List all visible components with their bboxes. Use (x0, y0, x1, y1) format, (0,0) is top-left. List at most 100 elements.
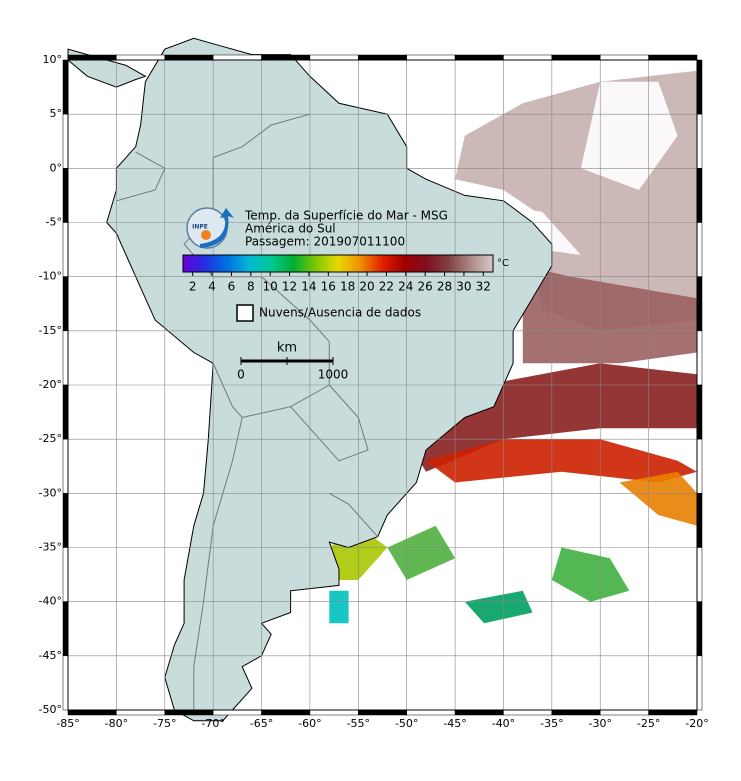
frame-segment (648, 709, 698, 716)
lon-label: -35° (540, 717, 563, 730)
frame-segment (696, 330, 703, 386)
frame-segment (62, 547, 69, 602)
lon-label: -75° (153, 717, 176, 730)
map-frame (62, 54, 703, 716)
colorbar-tick-label: 12 (282, 280, 297, 294)
frame-segment (62, 601, 69, 657)
border (290, 384, 369, 462)
overlay: 10° 5° 0° -5° -10° -15° -20° -25° -30° -35° -40° -4… (39, 53, 709, 730)
frame-segment (406, 54, 456, 61)
frame-segment (67, 54, 117, 61)
title-line: América do Sul (245, 222, 336, 236)
sst-patch (522, 265, 697, 364)
frame-segment (406, 709, 456, 716)
sst-patch (426, 439, 697, 483)
colorbar-tick-label: 2 (189, 280, 197, 294)
sst-patch (387, 525, 456, 580)
frame-segment (696, 113, 703, 169)
colorbar-tick-label: 10 (263, 280, 278, 294)
colorbar-tick-label: 14 (301, 280, 316, 294)
colorbar-tick-label: 6 (228, 280, 236, 294)
colorbar (182, 254, 494, 273)
scale-start: 0 (237, 368, 245, 382)
frame-segment (62, 222, 69, 277)
legend-label: Nuvens/Ausencia de dados (259, 306, 421, 320)
colorbar-tick-label: 20 (359, 280, 374, 294)
frame-segment (309, 709, 359, 716)
lon-label: -25° (637, 717, 660, 730)
lat-label: -10° (39, 270, 62, 283)
colorbar-tick-label: 30 (456, 280, 471, 294)
frame-segment (696, 168, 703, 223)
frame-segment (696, 655, 703, 711)
lon-label: -60° (298, 717, 321, 730)
border (329, 492, 379, 538)
colorbar-unit: °C (497, 258, 509, 269)
frame-segment (261, 54, 311, 61)
lon-label: -50° (395, 717, 418, 730)
colorbar-tick-label: 24 (398, 280, 413, 294)
frame-segment (164, 54, 214, 61)
frame-segment (551, 54, 601, 61)
frame-segment (62, 113, 69, 169)
title-line: Temp. da Superfície do Mar - MSG (244, 209, 448, 223)
colorbar-tick-label: 32 (476, 280, 491, 294)
frame-segment (116, 54, 166, 61)
frame-segment (116, 709, 166, 716)
title-line: Passagem: 201907011100 (245, 235, 405, 249)
lon-label: -20° (685, 717, 708, 730)
frame-segment (62, 276, 69, 332)
frame-segment (696, 438, 703, 494)
logo-dot (201, 230, 211, 240)
frame-segment (62, 384, 69, 440)
frame-segment (696, 384, 703, 440)
colorbar-tick-label: 4 (208, 280, 216, 294)
lat-label: -40° (39, 595, 62, 608)
frame-segment (599, 709, 649, 716)
scale-unit: km (277, 341, 297, 356)
frame-segment (696, 59, 703, 115)
frame-segment (454, 709, 504, 716)
lat-label: -30° (39, 486, 62, 499)
lat-label: 10° (43, 53, 63, 66)
frame-segment (62, 330, 69, 386)
colorbar-tick-label: 26 (418, 280, 433, 294)
lon-label: -85° (56, 717, 79, 730)
colorbar-tick-label: 28 (437, 280, 452, 294)
lon-label: -80° (105, 717, 128, 730)
lat-label: -15° (39, 324, 62, 337)
frame-segment (696, 547, 703, 602)
frame-segment (696, 222, 703, 277)
lat-label: 5° (50, 107, 63, 120)
logo-text: INPE (192, 224, 208, 231)
frame-segment (454, 54, 504, 61)
frame-segment (503, 54, 553, 61)
legend-swatch (236, 304, 254, 322)
frame-segment (62, 168, 69, 223)
lon-label: -55° (347, 717, 370, 730)
frame-segment (62, 438, 69, 494)
frame-segment (62, 493, 69, 548)
lon-label: -70° (201, 717, 224, 730)
frame-segment (261, 709, 311, 716)
frame-border (67, 59, 698, 711)
frame-segment (62, 59, 69, 115)
frame-segment (164, 709, 214, 716)
lat-label: -35° (39, 541, 62, 554)
lon-label: -65° (250, 717, 273, 730)
colorbar-tick-label: 16 (321, 280, 336, 294)
scale-end: 1000 (318, 368, 349, 382)
lon-label: -45° (443, 717, 466, 730)
frame-segment (358, 54, 407, 61)
colorbar-tick-label: 22 (379, 280, 394, 294)
sst-patch (619, 471, 697, 526)
logo-arrow (200, 208, 234, 248)
lat-label: -5° (46, 216, 62, 229)
lat-label: -45° (39, 649, 62, 662)
frame-segment (503, 709, 553, 716)
frame-segment (696, 493, 703, 548)
lat-label: -20° (39, 378, 62, 391)
frame-segment (62, 655, 69, 711)
lat-label: 0° (50, 161, 63, 174)
